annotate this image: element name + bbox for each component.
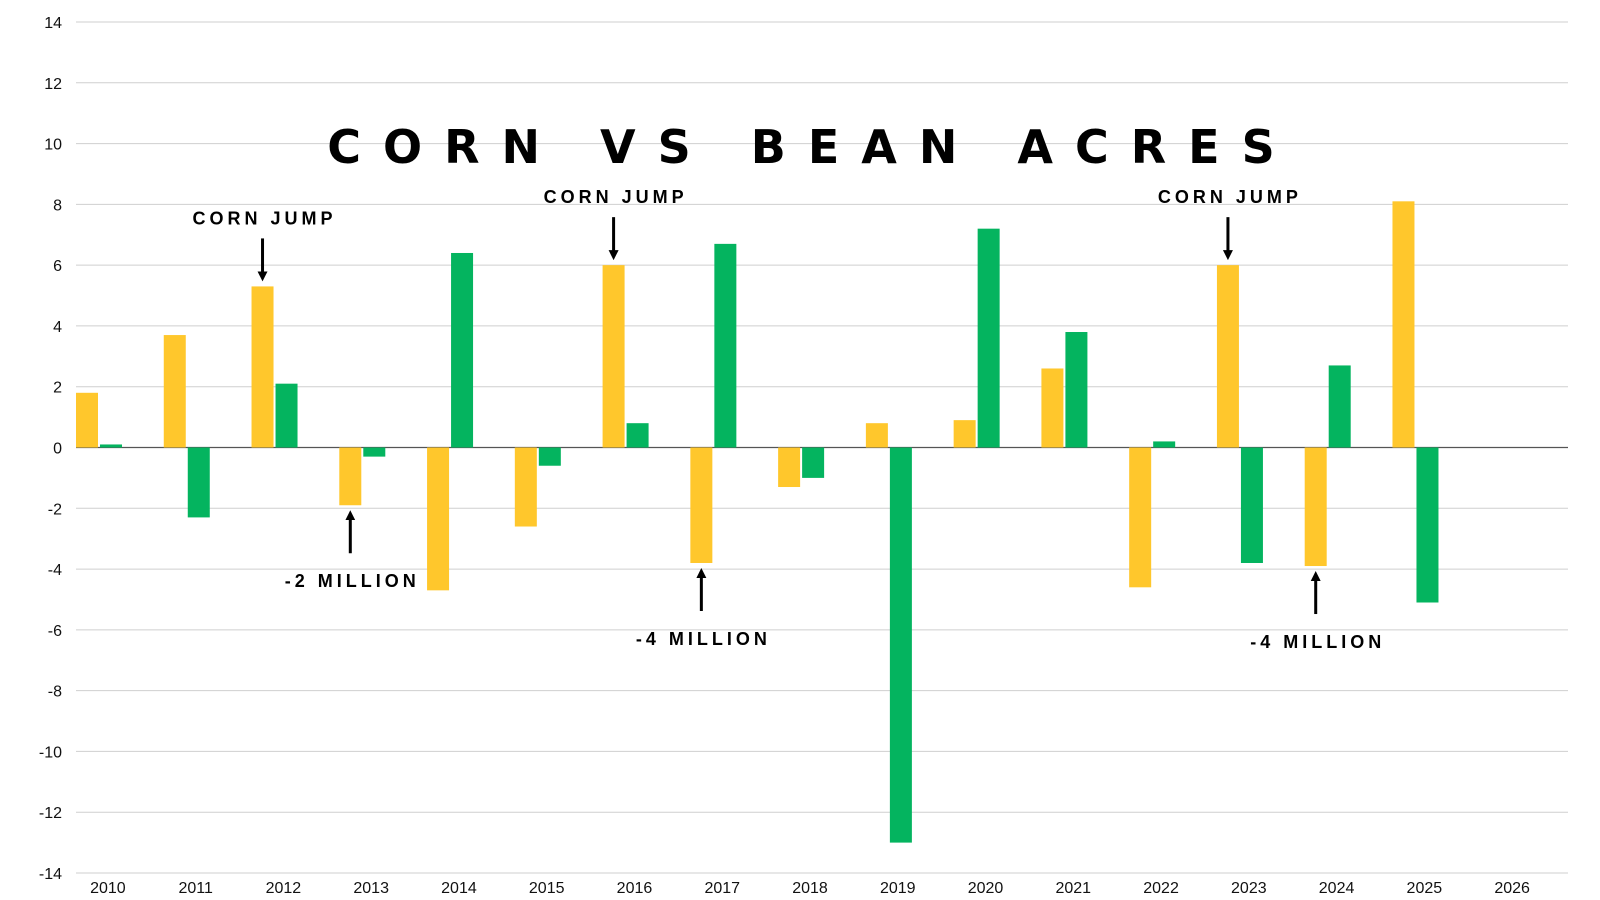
bar-beans-2021 [1065, 332, 1088, 448]
chart-title: CORN VS BEAN ACRES [327, 120, 1296, 174]
annotation-label: CORN JUMP [544, 187, 688, 207]
bar-corn-2021 [1041, 368, 1064, 448]
x-tick-label: 2010 [90, 880, 126, 897]
bar-corn-2010 [76, 392, 98, 448]
x-tick-label: 2013 [353, 880, 389, 897]
bar-corn-2011 [163, 335, 186, 448]
bar-corn-2017 [690, 447, 713, 563]
bar-beans-2013 [363, 447, 386, 457]
annotation-label: -2 MILLION [285, 571, 420, 591]
y-tick-label: -10 [39, 744, 62, 761]
annotation-label: CORN JUMP [1158, 187, 1302, 207]
y-tick-label: -8 [48, 684, 62, 701]
bar-corn-2023 [1216, 265, 1239, 448]
bar-beans-2023 [1240, 447, 1263, 563]
y-tick-label: -14 [39, 866, 62, 883]
y-tick-label: 14 [44, 15, 62, 32]
bar-beans-2024 [1328, 365, 1351, 448]
y-tick-label: 6 [53, 258, 62, 275]
bar-corn-2025 [1392, 201, 1415, 448]
x-tick-label: 2018 [792, 880, 828, 897]
bar-corn-2016 [602, 265, 625, 448]
x-tick-label: 2017 [704, 880, 740, 897]
annotations: CORN JUMP CORN JUMP CORN JUMP -2 MILLION -4 … [193, 187, 1385, 652]
y-tick-label: -6 [48, 623, 62, 640]
x-tick-label: 2021 [1055, 880, 1091, 897]
bar-beans-2025 [1416, 447, 1439, 603]
y-tick-label: -4 [48, 562, 62, 579]
x-tick-label: 2026 [1494, 880, 1530, 897]
x-tick-label: 2015 [529, 880, 565, 897]
bar-corn-2013 [339, 447, 362, 506]
x-tick-label: 2024 [1319, 880, 1355, 897]
bar-beans-2011 [187, 447, 210, 518]
x-tick-label: 2020 [968, 880, 1004, 897]
y-axis-ticks: 14 12 10 8 6 4 2 0 -2 -4 -6 -8 -10 -12 -14 [39, 15, 62, 883]
bar-corn-2022 [1129, 447, 1152, 588]
bar-corn-2019 [865, 423, 888, 448]
x-tick-label: 2016 [617, 880, 653, 897]
bar-corn-2015 [514, 447, 537, 527]
x-axis-ticks: 2010 2011 2012 2013 2014 2015 2016 2017 2018 2019… [90, 880, 1530, 897]
bar-corn-2020 [953, 420, 976, 448]
bar-corn-2018 [778, 447, 801, 488]
y-tick-label: 4 [53, 319, 62, 336]
bar-corn-2012 [251, 286, 274, 448]
bar-beans-2014 [451, 252, 474, 448]
x-tick-label: 2023 [1231, 880, 1267, 897]
y-tick-label: 8 [53, 197, 62, 214]
bar-beans-2020 [977, 228, 1000, 448]
y-tick-label: 2 [53, 380, 62, 397]
x-tick-label: 2014 [441, 880, 477, 897]
bar-beans-2017 [714, 243, 737, 448]
bar-beans-2012 [275, 383, 298, 448]
bars [76, 201, 1439, 843]
bar-beans-2016 [626, 423, 649, 448]
annotation-label: -4 MILLION [1250, 632, 1385, 652]
x-tick-label: 2011 [178, 880, 213, 897]
x-tick-label: 2019 [880, 880, 916, 897]
y-tick-label: 0 [53, 441, 62, 458]
x-tick-label: 2012 [266, 880, 302, 897]
bar-beans-2022 [1153, 441, 1176, 448]
x-tick-label: 2022 [1143, 880, 1179, 897]
bar-beans-2018 [802, 447, 825, 478]
bar-beans-2019 [889, 447, 912, 843]
bar-corn-2024 [1304, 447, 1327, 567]
y-tick-label: -12 [39, 805, 62, 822]
y-tick-label: 12 [44, 76, 62, 93]
gridlines [76, 21, 1568, 874]
y-tick-label: 10 [44, 137, 62, 154]
bar-beans-2015 [538, 447, 561, 466]
annotation-label: CORN JUMP [193, 208, 337, 228]
annotation-label: -4 MILLION [636, 629, 771, 649]
bar-corn-2014 [427, 447, 450, 591]
x-tick-label: 2025 [1407, 880, 1443, 897]
bar-beans-2010 [100, 444, 122, 448]
y-tick-label: -2 [48, 501, 62, 518]
